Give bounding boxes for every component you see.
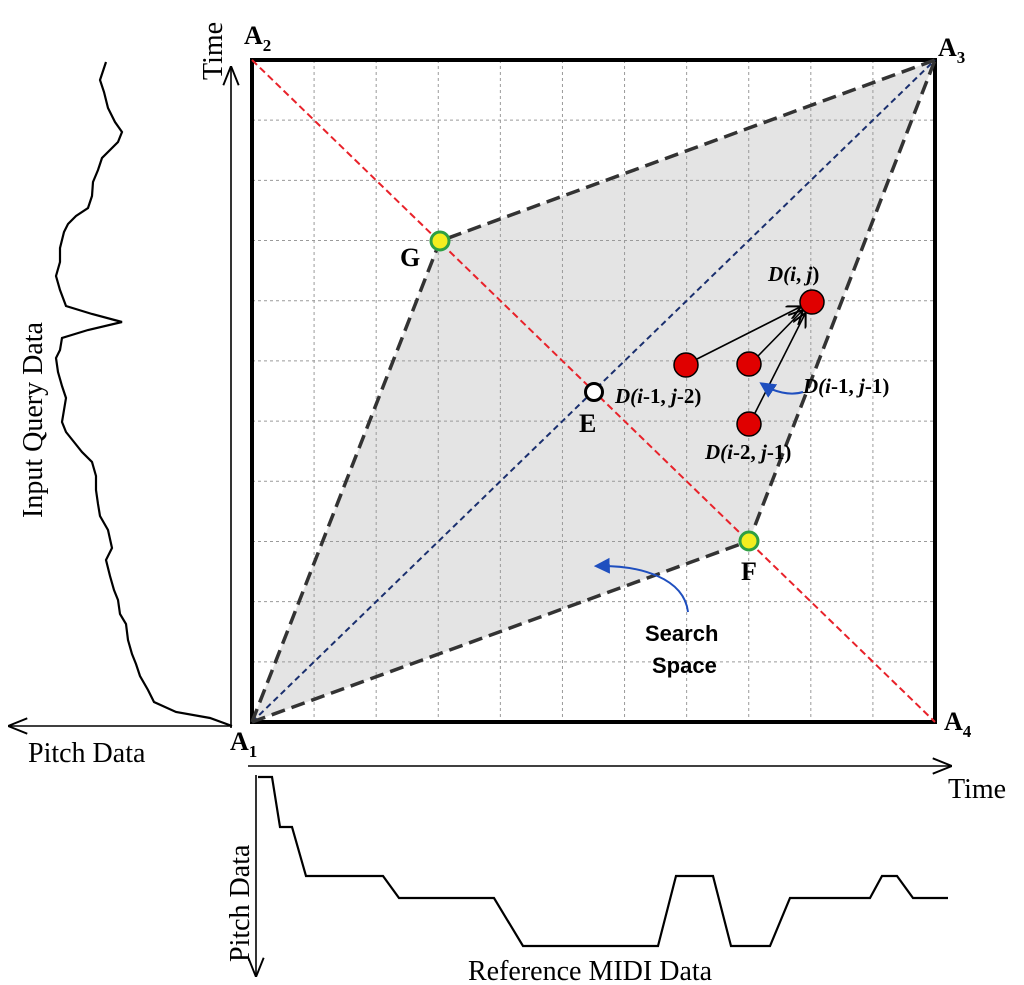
horizontal-time-label: Time bbox=[948, 774, 1006, 805]
cell-d-i-j-dot bbox=[799, 289, 825, 315]
cell-d-i1-j2-dot bbox=[673, 352, 699, 378]
point-e-dot bbox=[584, 382, 604, 402]
bottom-pitch-data-label: Pitch Data bbox=[225, 844, 256, 962]
corner-a3-label: A3 bbox=[938, 33, 965, 67]
point-g-label: G bbox=[400, 243, 420, 272]
reference-midi-curve bbox=[258, 775, 948, 948]
point-f-dot bbox=[738, 530, 760, 552]
d-i1-j2-label: D(i-1, j-2) bbox=[614, 384, 701, 408]
cell-d-i1-j1-dot bbox=[736, 351, 762, 377]
corner-a4-label: A4 bbox=[944, 707, 972, 741]
point-g-dot bbox=[429, 230, 451, 252]
corner-a1-label: A1 bbox=[230, 727, 257, 761]
corner-a2-label: A2 bbox=[244, 21, 271, 55]
reference-midi-label: Reference MIDI Data bbox=[468, 956, 713, 985]
grid bbox=[252, 60, 935, 722]
input-query-curve bbox=[54, 61, 233, 728]
cell-d-i2-j1-dot bbox=[736, 411, 762, 437]
search-space-pointer-arrow bbox=[593, 557, 689, 613]
input-query-data-label: Input Query Data bbox=[18, 321, 49, 518]
d-i2-j1-label: D(i-2, j-1) bbox=[704, 440, 791, 464]
search-space-label-line2: Space bbox=[652, 653, 717, 678]
vertical-time-label: Time bbox=[198, 22, 229, 80]
arrow-from-i1-j2 bbox=[696, 307, 800, 360]
point-e-label: E bbox=[579, 409, 596, 438]
d-i-j-label: D(i, j) bbox=[767, 262, 819, 286]
d-i1-j1-label: D(i-1, j-1) bbox=[802, 374, 889, 398]
point-f-label: F bbox=[741, 557, 757, 586]
d-i1-j1-pointer-arrow bbox=[759, 382, 804, 398]
matrix-frame bbox=[250, 58, 937, 724]
left-pitch-data-label: Pitch Data bbox=[28, 738, 146, 769]
search-space-label-line1: Search bbox=[645, 621, 718, 646]
